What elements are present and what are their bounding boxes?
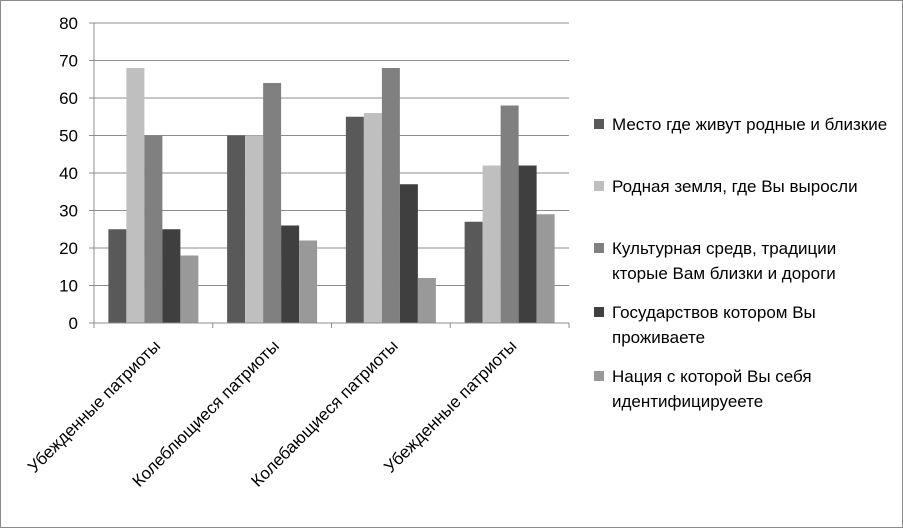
bar — [263, 83, 282, 323]
bar — [245, 135, 264, 323]
axes — [89, 22, 570, 328]
legend-item: Культурная средв, традиции кторые Вам бл… — [594, 236, 892, 286]
bar — [482, 165, 501, 323]
bar — [126, 68, 145, 323]
x-category-label: Убежденные патриоты — [380, 336, 520, 476]
y-tick-labels: 0 10 20 30 40 50 60 70 80 — [59, 14, 78, 333]
bar — [144, 135, 163, 323]
legend-swatch — [594, 181, 604, 191]
legend-label: Место где живут родные и близкие — [612, 115, 888, 134]
y-tick-label: 10 — [59, 277, 78, 296]
bar — [345, 116, 364, 323]
bar — [299, 240, 318, 323]
bar — [518, 165, 537, 323]
bar — [417, 278, 436, 323]
legend-label: Нация с которой Вы себя идентифицируеете — [612, 367, 812, 411]
y-tick-label: 0 — [69, 314, 78, 333]
bar — [108, 229, 127, 323]
legend-label: Культурная средв, традиции кторые Вам бл… — [612, 239, 837, 283]
legend-item: Государствов котором Вы проживаете — [594, 300, 892, 350]
legend-item: Место где живут родные и близкие — [594, 112, 892, 137]
bar — [162, 229, 181, 323]
bar — [363, 113, 382, 323]
bar — [399, 184, 418, 323]
y-tick-label: 50 — [59, 127, 78, 146]
bar — [536, 214, 555, 323]
bar — [180, 255, 199, 323]
bar — [500, 105, 519, 323]
bar — [227, 135, 246, 323]
bars — [108, 68, 555, 323]
legend-item: Родная земля, где Вы выросли — [594, 174, 892, 199]
y-tick-label: 40 — [59, 164, 78, 183]
bar — [464, 221, 483, 323]
legend-label: Родная земля, где Вы выросли — [612, 177, 858, 196]
legend-label: Государствов котором Вы проживаете — [612, 303, 816, 347]
legend-swatch — [594, 119, 604, 129]
legend-swatch — [594, 307, 604, 317]
legend-swatch — [594, 243, 604, 253]
y-tick-label: 30 — [59, 202, 78, 221]
legend-swatch — [594, 371, 604, 381]
x-category-label: Убежденные патриоты — [24, 336, 164, 476]
legend-item: Нация с которой Вы себя идентифицируеете — [594, 364, 892, 414]
y-tick-label: 80 — [59, 14, 78, 33]
y-tick-label: 70 — [59, 52, 78, 71]
y-tick-label: 20 — [59, 239, 78, 258]
bar — [281, 225, 300, 323]
bar — [381, 68, 400, 323]
y-tick-label: 60 — [59, 89, 78, 108]
